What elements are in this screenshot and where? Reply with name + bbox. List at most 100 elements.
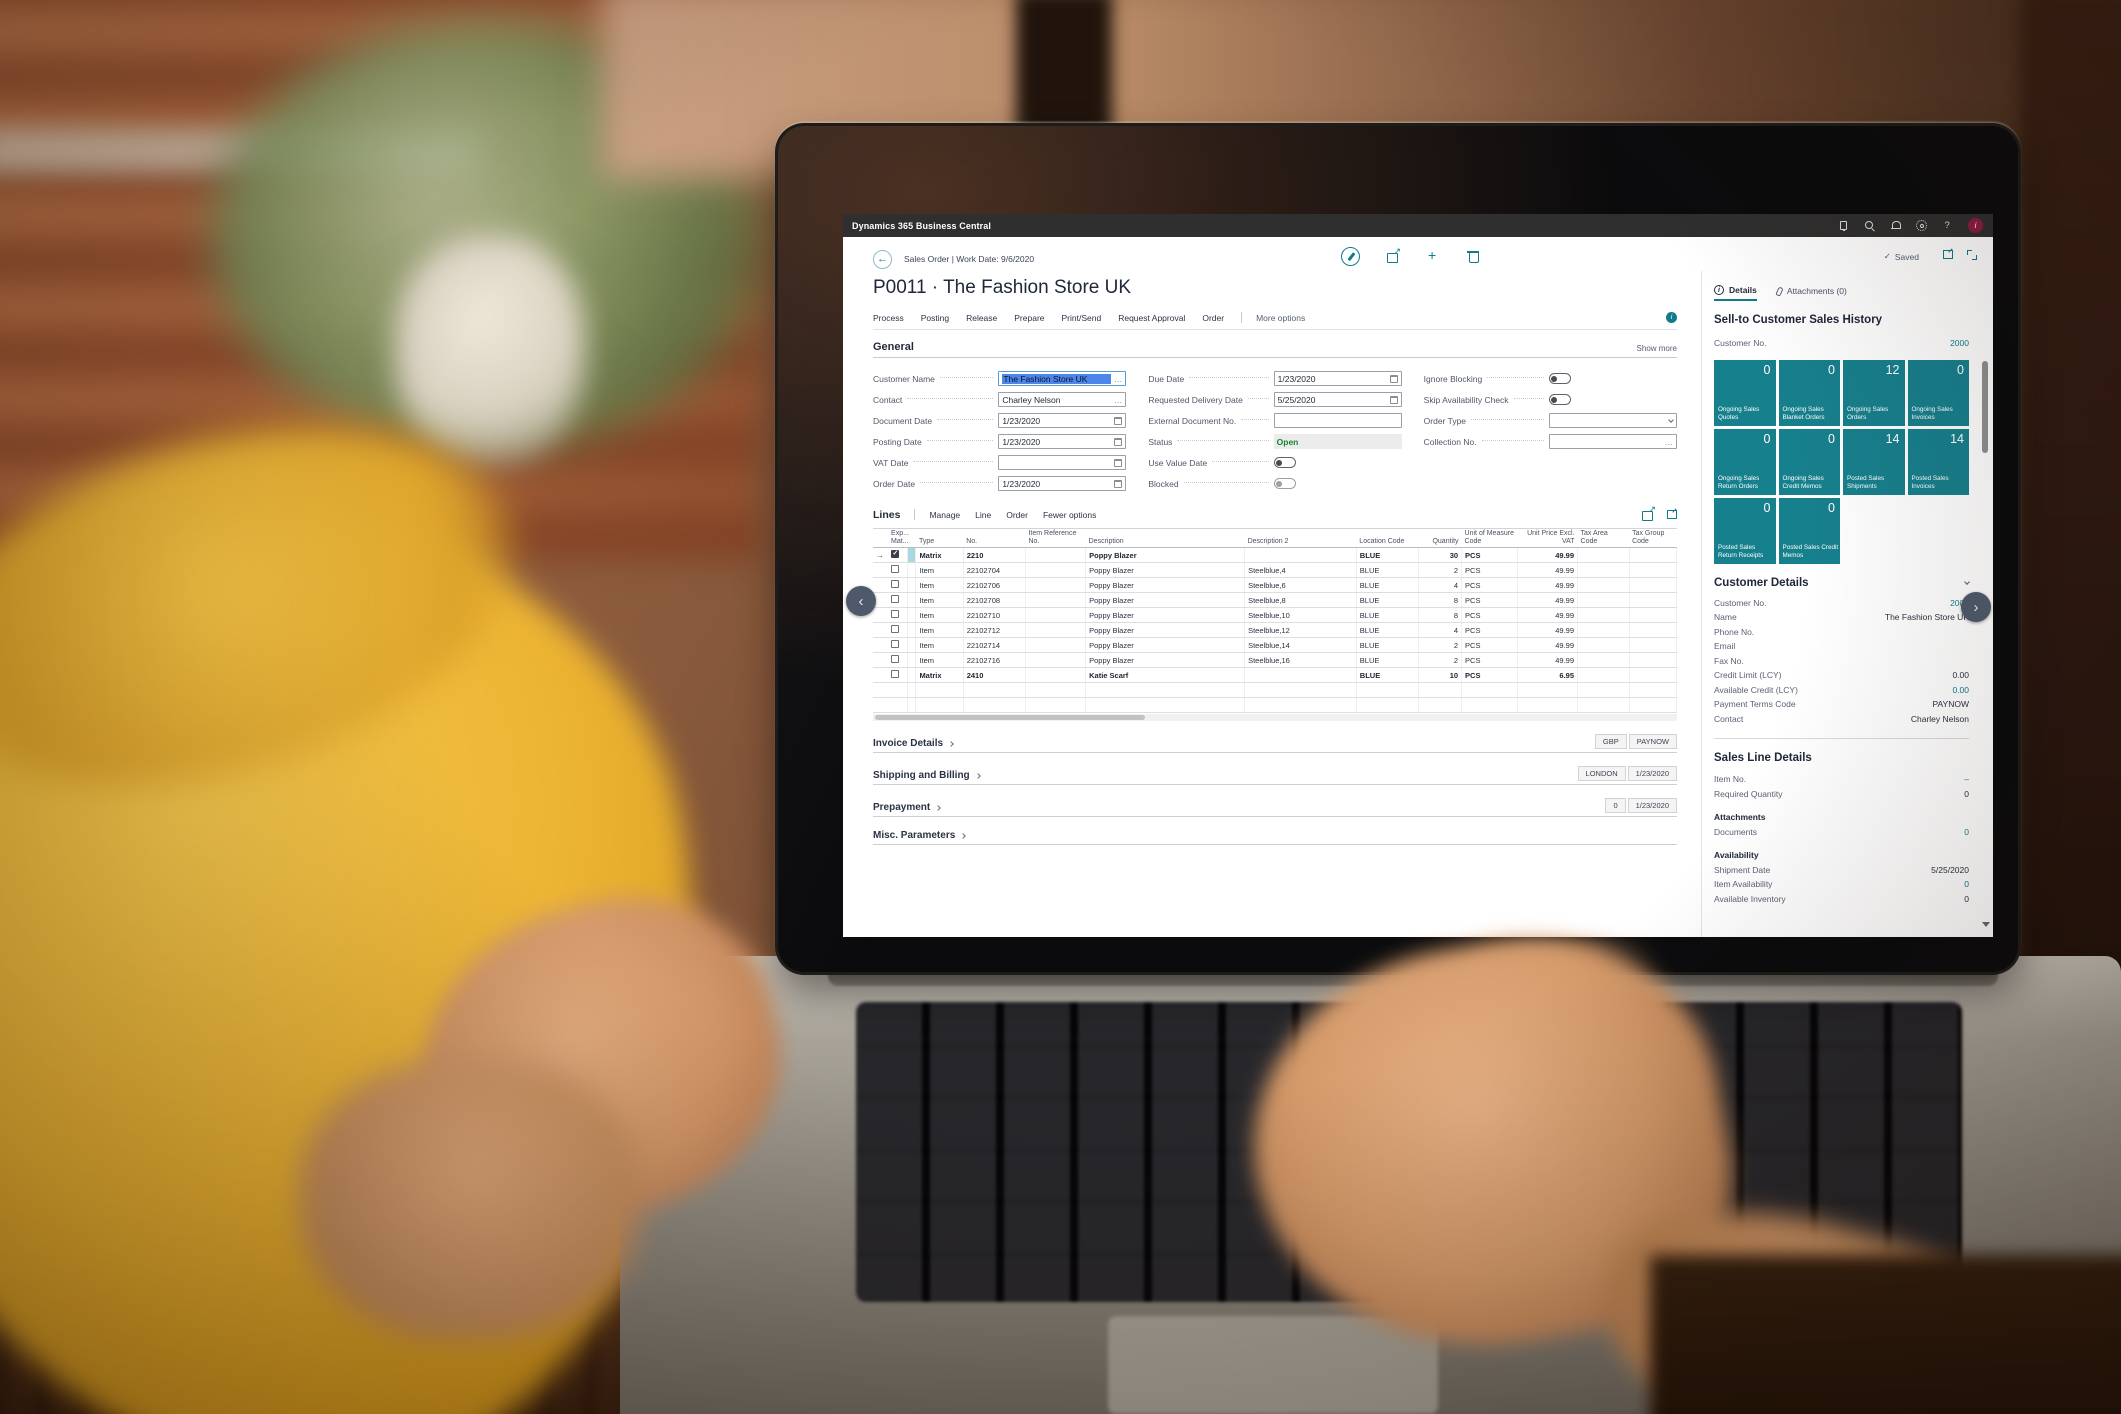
info-dot-icon[interactable]: i	[1666, 312, 1677, 323]
cell-qty[interactable]: 2	[1418, 637, 1463, 653]
cell-no[interactable]: 22102716	[963, 652, 1026, 668]
empty-cell[interactable]	[1461, 697, 1518, 713]
cell-description[interactable]: Katie Scarf	[1085, 667, 1246, 683]
cell-description[interactable]: Poppy Blazer	[1085, 607, 1246, 623]
fasttab-badge[interactable]: LONDON	[1577, 766, 1626, 781]
field-input[interactable]: 1/23/2020	[998, 434, 1127, 449]
cell-tax_group[interactable]	[1629, 622, 1678, 638]
cell-location[interactable]: BLUE	[1356, 667, 1420, 683]
row-select-cell[interactable]	[907, 607, 917, 623]
lines-expand-icon[interactable]	[1667, 510, 1677, 519]
cell-type[interactable]: Item	[915, 637, 964, 653]
column-header[interactable]: No.	[963, 528, 1026, 548]
cell-description2[interactable]: Steelblue,10	[1244, 607, 1357, 623]
cell-tax_group[interactable]	[1629, 577, 1678, 593]
cell-location[interactable]: BLUE	[1356, 547, 1420, 563]
cell-no[interactable]: 22102708	[963, 592, 1026, 608]
column-header[interactable]: Description	[1085, 528, 1245, 548]
row-checkbox-cell[interactable]	[888, 652, 908, 668]
column-header[interactable]: Tax Area Code	[1577, 528, 1630, 548]
tab-details[interactable]: i Details	[1714, 285, 1757, 301]
show-more-link[interactable]: Show more	[1636, 344, 1677, 353]
cell-unit_price[interactable]: 6.95	[1517, 667, 1579, 683]
cell-no[interactable]: 2210	[963, 547, 1026, 563]
menu-item-posting[interactable]: Posting	[920, 312, 950, 323]
column-header[interactable]: Item Reference No.	[1025, 528, 1086, 548]
cell-qty[interactable]: 2	[1418, 652, 1463, 668]
empty-cell[interactable]	[888, 697, 908, 713]
ellipsis-button[interactable]: …	[1113, 373, 1123, 384]
cell-uom[interactable]: PCS	[1461, 577, 1518, 593]
add-icon[interactable]	[1427, 247, 1440, 263]
cell-no[interactable]: 22102710	[963, 607, 1026, 623]
empty-cell[interactable]	[1577, 697, 1630, 713]
empty-cell[interactable]	[1418, 682, 1463, 698]
empty-cell[interactable]	[1629, 682, 1678, 698]
calendar-icon[interactable]	[1389, 395, 1398, 404]
fasttab-title[interactable]: Invoice Details	[873, 738, 954, 749]
column-header[interactable]: Tax Group Code	[1629, 528, 1677, 548]
cell-item_ref[interactable]	[1025, 622, 1087, 638]
field-input[interactable]: 1/23/2020	[1273, 371, 1402, 386]
empty-cell[interactable]	[1025, 697, 1087, 713]
search-icon[interactable]	[1864, 220, 1875, 231]
next-record-button[interactable]: ›	[1961, 592, 1991, 622]
menu-item-request-approval[interactable]: Request Approval	[1118, 312, 1186, 323]
empty-cell[interactable]	[873, 697, 889, 713]
lines-menu-line[interactable]: Line	[975, 509, 992, 520]
table-row[interactable]: Matrix 2410 Katie Scarf BLUE 10 PCS 6.95	[873, 667, 1678, 683]
cell-qty[interactable]: 4	[1418, 577, 1463, 593]
cell-tax_area[interactable]	[1577, 622, 1630, 638]
tile-posted-sales-credit-memos[interactable]: 0 Posted Sales Credit Memos	[1778, 497, 1840, 564]
tile-ongoing-sales-return-orders[interactable]: 0 Ongoing Sales Return Orders	[1714, 428, 1776, 495]
empty-cell[interactable]	[873, 682, 889, 698]
empty-cell[interactable]	[1577, 682, 1630, 698]
column-header[interactable]: Unit Price Excl. VAT	[1517, 528, 1578, 548]
empty-cell[interactable]	[1517, 682, 1579, 698]
calendar-icon[interactable]	[1114, 458, 1123, 467]
cell-qty[interactable]: 10	[1418, 667, 1463, 683]
row-checkbox-cell[interactable]	[888, 592, 908, 608]
cell-uom[interactable]: PCS	[1461, 667, 1518, 683]
row-checkbox[interactable]	[891, 610, 900, 618]
cell-type[interactable]: Item	[915, 592, 964, 608]
fasttab-badge[interactable]: 1/23/2020	[1627, 798, 1677, 813]
menu-item-print-send[interactable]: Print/Send	[1061, 312, 1102, 323]
cell-type[interactable]: Item	[915, 562, 964, 578]
empty-cell[interactable]	[1356, 682, 1420, 698]
row-checkbox[interactable]	[891, 640, 900, 648]
cell-location[interactable]: BLUE	[1356, 637, 1420, 653]
cell-type[interactable]: Item	[915, 622, 964, 638]
cell-unit_price[interactable]: 49.99	[1517, 592, 1579, 608]
cell-item_ref[interactable]	[1025, 547, 1087, 563]
lines-menu-order[interactable]: Order	[1006, 509, 1028, 520]
cell-no[interactable]: 22102714	[963, 637, 1026, 653]
empty-cell[interactable]	[907, 682, 917, 698]
cell-location[interactable]: BLUE	[1356, 562, 1420, 578]
cell-unit_price[interactable]: 49.99	[1517, 577, 1579, 593]
row-checkbox-cell[interactable]	[888, 547, 908, 563]
cell-location[interactable]: BLUE	[1356, 622, 1420, 638]
cell-description[interactable]: Poppy Blazer	[1085, 547, 1246, 563]
row-checkbox-cell[interactable]	[888, 577, 908, 593]
cell-description2[interactable]: Steelblue,16	[1244, 652, 1357, 668]
row-checkbox[interactable]	[891, 549, 900, 558]
empty-cell[interactable]	[1418, 697, 1463, 713]
field-input[interactable]: Charley Nelson…	[998, 392, 1127, 407]
cell-type[interactable]: Matrix	[915, 667, 964, 683]
cell-qty[interactable]: 8	[1418, 592, 1463, 608]
calendar-icon[interactable]	[1114, 416, 1123, 425]
detail-value[interactable]: –	[1964, 774, 1969, 784]
cell-uom[interactable]: PCS	[1461, 547, 1518, 563]
row-checkbox-cell[interactable]	[888, 637, 908, 653]
row-select-cell[interactable]	[907, 592, 917, 608]
previous-record-button[interactable]: ‹	[846, 586, 876, 616]
cell-qty[interactable]: 4	[1418, 622, 1463, 638]
share-icon[interactable]	[1387, 246, 1401, 263]
table-row[interactable]: Item 22102704 Poppy Blazer Steelblue,4 BLUE 2…	[873, 562, 1678, 578]
table-row[interactable]: Item 22102710 Poppy Blazer Steelblue,10 BLUE…	[873, 607, 1678, 623]
cell-qty[interactable]: 2	[1418, 562, 1463, 578]
cell-description2[interactable]	[1244, 547, 1357, 563]
tile-ongoing-sales-blanket-orders[interactable]: 0 Ongoing Sales Blanket Orders	[1778, 359, 1840, 426]
cell-qty[interactable]: 8	[1418, 607, 1463, 623]
